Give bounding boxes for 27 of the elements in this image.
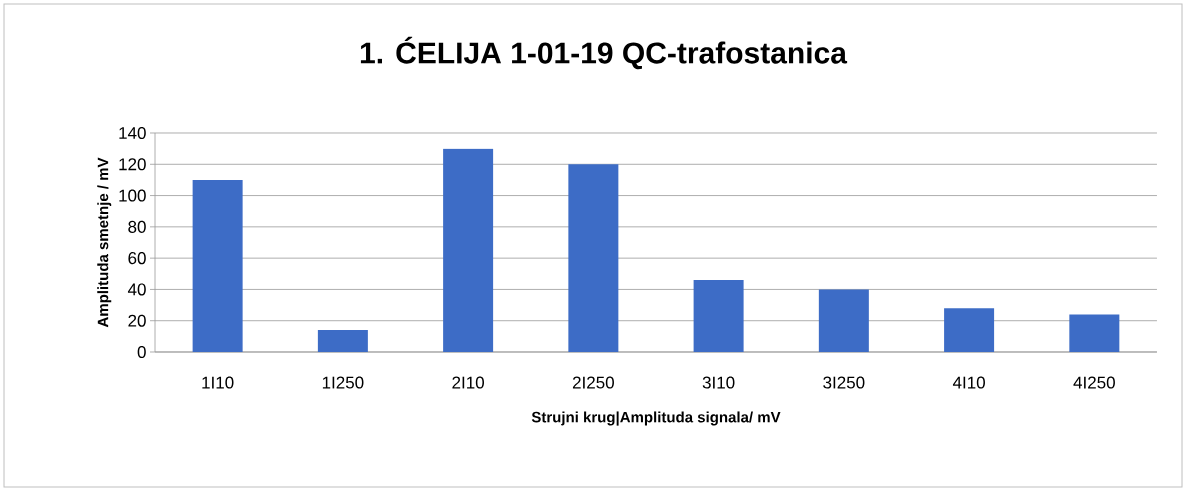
bar bbox=[568, 164, 619, 352]
x-tick-label: 4I10 bbox=[952, 376, 985, 389]
chart-title: 1. ĆELIJA 1-01-19 QC-trafostanica bbox=[360, 36, 848, 70]
x-tick-label: 4I250 bbox=[1073, 376, 1115, 389]
x-tick-label: 1I250 bbox=[322, 376, 364, 389]
y-axis-title: Amplituda smetnje / mV bbox=[97, 157, 112, 328]
y-tick-label: 0 bbox=[137, 345, 146, 359]
bar bbox=[192, 179, 243, 352]
x-tick-label: 2I250 bbox=[572, 376, 614, 389]
x-tick-label: 2I10 bbox=[452, 376, 484, 389]
y-tick-label: 40 bbox=[127, 283, 146, 296]
x-tick-label: 3I250 bbox=[823, 376, 865, 389]
y-tick-label: 140 bbox=[119, 126, 146, 140]
y-tick-label: 100 bbox=[119, 189, 146, 202]
bar bbox=[818, 289, 869, 352]
bar bbox=[317, 330, 368, 352]
x-axis-title: Strujni krug|Amplituda signala/ mV bbox=[531, 411, 781, 426]
y-tick-label: 20 bbox=[128, 314, 146, 327]
bar bbox=[693, 280, 744, 352]
bar bbox=[944, 308, 995, 352]
bar bbox=[1069, 314, 1120, 352]
y-tick-label: 60 bbox=[128, 252, 146, 265]
y-tick-label: 80 bbox=[128, 220, 146, 233]
bar bbox=[443, 148, 494, 352]
x-tick-label: 1I10 bbox=[202, 376, 234, 389]
x-tick-label: 3I10 bbox=[702, 376, 735, 389]
y-tick-label: 120 bbox=[119, 158, 146, 171]
